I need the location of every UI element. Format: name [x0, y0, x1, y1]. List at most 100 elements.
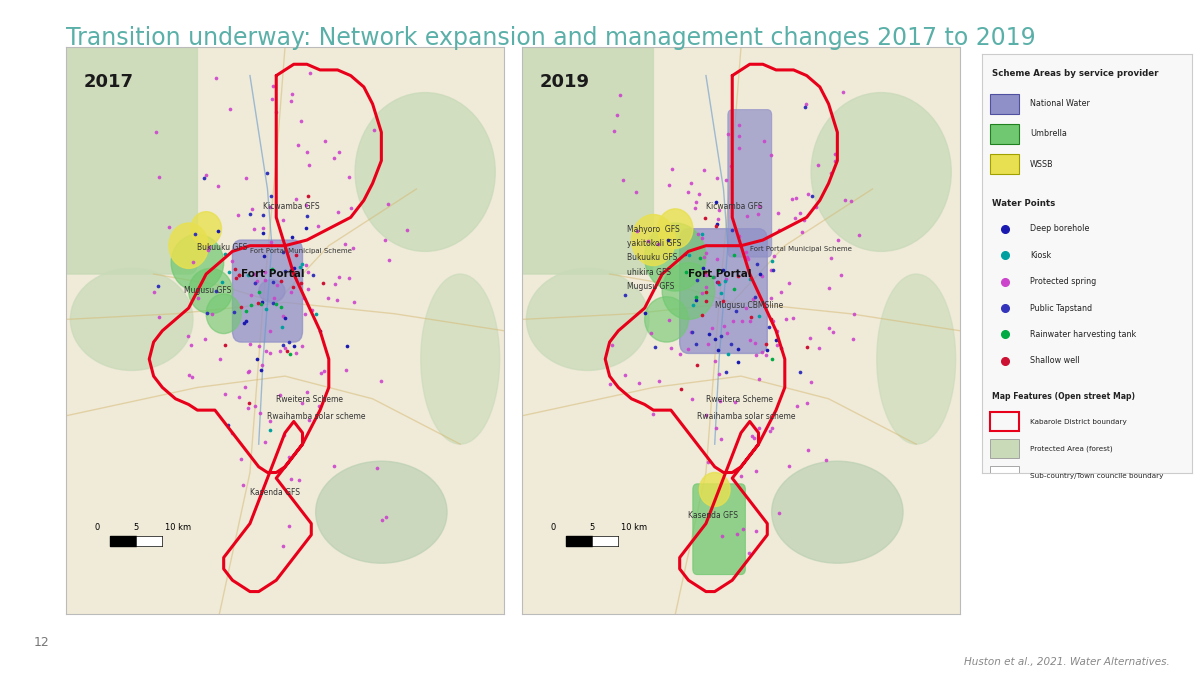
Point — [682, 394, 701, 404]
Point — [680, 327, 700, 338]
Point — [743, 431, 762, 441]
Point — [295, 292, 314, 303]
Point — [340, 171, 359, 182]
Point — [636, 308, 655, 319]
Text: 2017: 2017 — [84, 73, 133, 90]
Point — [274, 541, 293, 552]
Ellipse shape — [772, 461, 904, 563]
Point — [709, 368, 728, 379]
Point — [240, 338, 259, 349]
Point — [282, 287, 301, 298]
Point — [686, 295, 706, 306]
Point — [686, 292, 706, 302]
Ellipse shape — [188, 269, 233, 314]
Point — [300, 68, 319, 78]
Ellipse shape — [259, 279, 286, 302]
Text: Fort Portal: Fort Portal — [689, 269, 752, 279]
Bar — [990, 94, 1019, 114]
Point — [182, 372, 202, 383]
Point — [833, 86, 852, 97]
Text: Rweitera Scheme: Rweitera Scheme — [706, 395, 773, 404]
Point — [611, 90, 630, 101]
Point — [757, 345, 776, 356]
Point — [746, 349, 766, 360]
Text: Fort Portal: Fort Portal — [241, 269, 305, 279]
Point — [740, 335, 760, 346]
Point — [752, 347, 772, 358]
Point — [756, 350, 775, 360]
Point — [733, 524, 752, 535]
Point — [304, 270, 323, 281]
Text: yakitokoli GFS: yakitokoli GFS — [628, 239, 682, 248]
Point — [660, 180, 679, 190]
Point — [641, 328, 660, 339]
Point — [767, 325, 786, 336]
Point — [263, 81, 282, 92]
Point — [184, 257, 203, 268]
Point — [713, 530, 732, 541]
Point — [328, 294, 347, 305]
Point — [218, 419, 238, 430]
Point — [810, 342, 829, 353]
Point — [706, 334, 725, 345]
Point — [822, 168, 841, 179]
Point — [793, 226, 812, 237]
Point — [679, 249, 698, 260]
Text: WSSB: WSSB — [1030, 159, 1054, 169]
Point — [245, 269, 264, 279]
Point — [287, 348, 306, 358]
Point — [250, 340, 269, 351]
Ellipse shape — [644, 223, 706, 291]
Point — [276, 313, 295, 324]
Text: Fort Portal Municipal Scheme: Fort Portal Municipal Scheme — [750, 246, 852, 252]
Text: Kicwamba GFS: Kicwamba GFS — [263, 202, 319, 211]
Point — [257, 346, 276, 356]
Ellipse shape — [527, 269, 649, 371]
Ellipse shape — [355, 92, 496, 251]
Point — [266, 106, 286, 117]
Point — [292, 115, 311, 126]
Point — [712, 288, 731, 298]
Point — [708, 277, 727, 288]
Point — [238, 270, 257, 281]
Point — [248, 297, 268, 308]
Point — [262, 190, 281, 201]
Point — [707, 276, 726, 287]
Point — [196, 333, 215, 344]
Point — [721, 339, 740, 350]
Text: Rwaihamba solar scheme: Rwaihamba solar scheme — [697, 412, 796, 421]
Point — [336, 365, 355, 376]
Point — [602, 340, 622, 351]
Point — [229, 269, 248, 280]
Point — [649, 375, 668, 386]
Point — [767, 340, 786, 350]
Point — [649, 238, 668, 249]
Point — [770, 343, 790, 354]
Point — [268, 279, 287, 290]
Point — [787, 193, 806, 204]
Text: Mahyoro  GFS: Mahyoro GFS — [628, 225, 680, 234]
Point — [367, 462, 386, 473]
Point — [760, 321, 779, 332]
Point — [646, 342, 665, 353]
Bar — [990, 412, 1019, 431]
Point — [697, 269, 716, 280]
Point — [260, 348, 280, 358]
Point — [265, 293, 284, 304]
Point — [714, 296, 733, 306]
Ellipse shape — [172, 234, 223, 291]
Point — [284, 340, 304, 351]
Point — [296, 223, 316, 234]
Point — [616, 290, 635, 300]
Point — [283, 263, 302, 274]
Point — [296, 199, 316, 210]
Point — [236, 315, 256, 326]
Point — [745, 433, 764, 443]
Point — [750, 200, 769, 211]
Point — [696, 248, 715, 259]
Point — [253, 227, 272, 238]
Point — [206, 72, 226, 83]
Ellipse shape — [644, 297, 689, 342]
Point — [254, 251, 274, 262]
Point — [719, 129, 738, 140]
